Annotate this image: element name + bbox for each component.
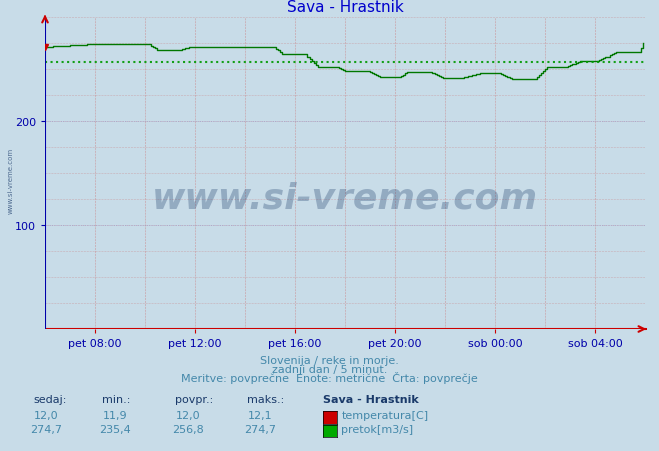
Text: 12,0: 12,0 — [34, 410, 59, 420]
Text: sedaj:: sedaj: — [33, 394, 67, 404]
Text: 12,1: 12,1 — [248, 410, 273, 420]
Text: 274,7: 274,7 — [244, 424, 276, 434]
Text: Sava - Hrastnik: Sava - Hrastnik — [323, 394, 418, 404]
Text: povpr.:: povpr.: — [175, 394, 213, 404]
Text: 11,9: 11,9 — [103, 410, 128, 420]
Text: pretok[m3/s]: pretok[m3/s] — [341, 424, 413, 434]
Text: min.:: min.: — [102, 394, 130, 404]
Text: 256,8: 256,8 — [172, 424, 204, 434]
Title: Sava - Hrastnik: Sava - Hrastnik — [287, 0, 403, 15]
Text: www.si-vreme.com: www.si-vreme.com — [152, 182, 538, 216]
Text: 274,7: 274,7 — [30, 424, 62, 434]
Text: Slovenija / reke in morje.: Slovenija / reke in morje. — [260, 355, 399, 365]
Text: 12,0: 12,0 — [175, 410, 200, 420]
Text: Meritve: povprečne  Enote: metrične  Črta: povprečje: Meritve: povprečne Enote: metrične Črta:… — [181, 371, 478, 383]
Text: 235,4: 235,4 — [100, 424, 131, 434]
Text: maks.:: maks.: — [247, 394, 285, 404]
Text: www.si-vreme.com: www.si-vreme.com — [8, 147, 14, 213]
Text: temperatura[C]: temperatura[C] — [341, 410, 428, 420]
Text: zadnji dan / 5 minut.: zadnji dan / 5 minut. — [272, 364, 387, 374]
